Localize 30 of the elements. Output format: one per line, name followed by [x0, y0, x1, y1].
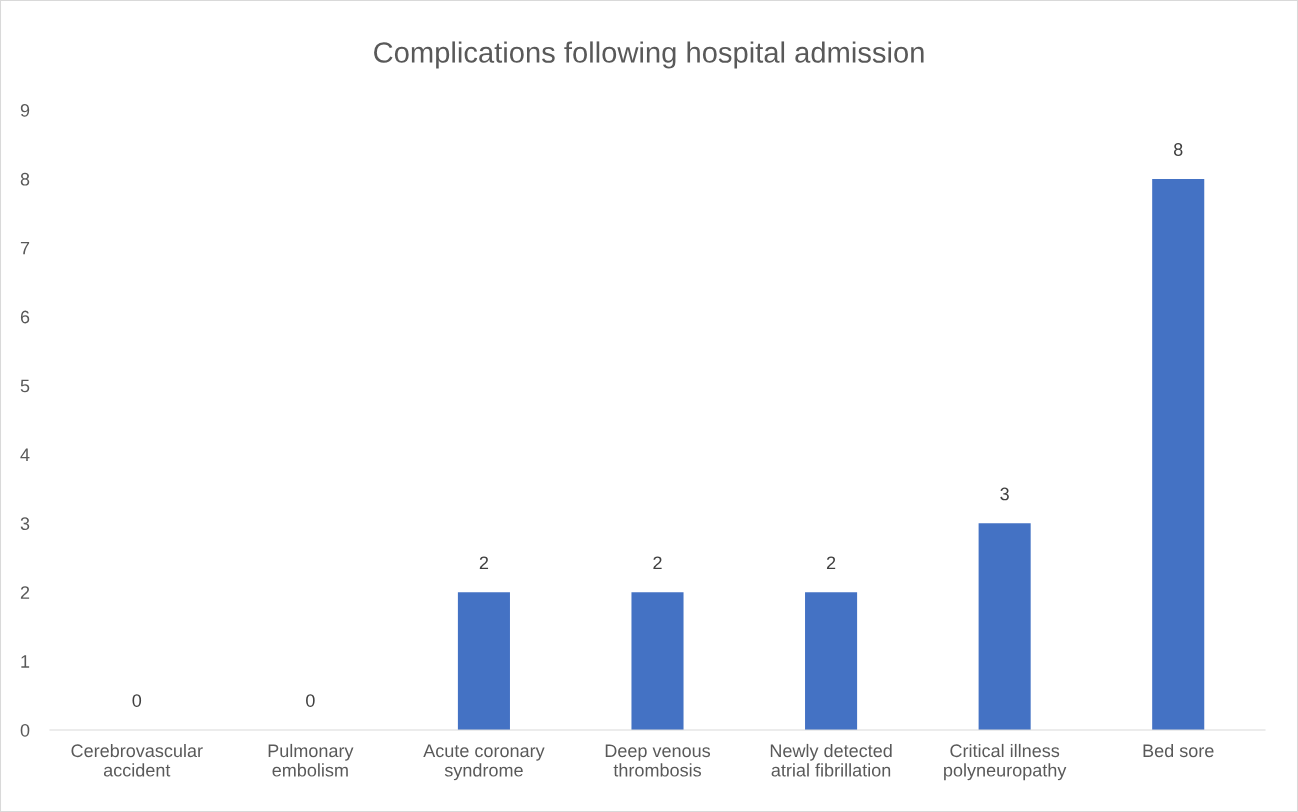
- x-tick-label: Newly detected atrial fibrillation: [770, 743, 892, 777]
- y-tick-label: 8: [20, 172, 30, 186]
- x-tick-label: Pulmonary embolism: [268, 743, 354, 777]
- data-label: 2: [479, 556, 489, 570]
- bar: [631, 592, 684, 730]
- x-tick-label: Acute coronary syndrome: [423, 744, 545, 781]
- y-tick-label: 6: [20, 310, 30, 324]
- y-tick-label: 2: [20, 586, 30, 599]
- y-tick-label: 9: [20, 103, 30, 117]
- data-label: 8: [1173, 143, 1183, 156]
- bar: [457, 592, 510, 730]
- data-label: 0: [306, 694, 315, 707]
- y-tick-label: 4: [20, 448, 30, 461]
- data-label: 0: [132, 694, 142, 707]
- y-tick-label: 7: [20, 241, 30, 255]
- data-label: 2: [653, 556, 662, 570]
- y-tick-label: 0: [20, 723, 30, 737]
- bar: [805, 592, 858, 730]
- bar: [978, 523, 1031, 730]
- bar: [1152, 178, 1205, 730]
- x-tick-label: Cerebrovascular accident: [71, 743, 203, 777]
- data-label: 3: [1000, 487, 1009, 501]
- x-tick-label: Critical illness polyneuropathy: [944, 743, 1067, 781]
- x-tick-label: Bed sore: [1143, 743, 1214, 758]
- x-tick-label: Deep venous thrombosis: [605, 744, 711, 777]
- y-tick-label: 5: [20, 379, 30, 393]
- data-label: 2: [826, 556, 836, 570]
- y-tick-label: 3: [20, 517, 30, 531]
- chart-title: Complications following hospital admission: [374, 41, 924, 69]
- y-tick-label: 1: [21, 655, 30, 668]
